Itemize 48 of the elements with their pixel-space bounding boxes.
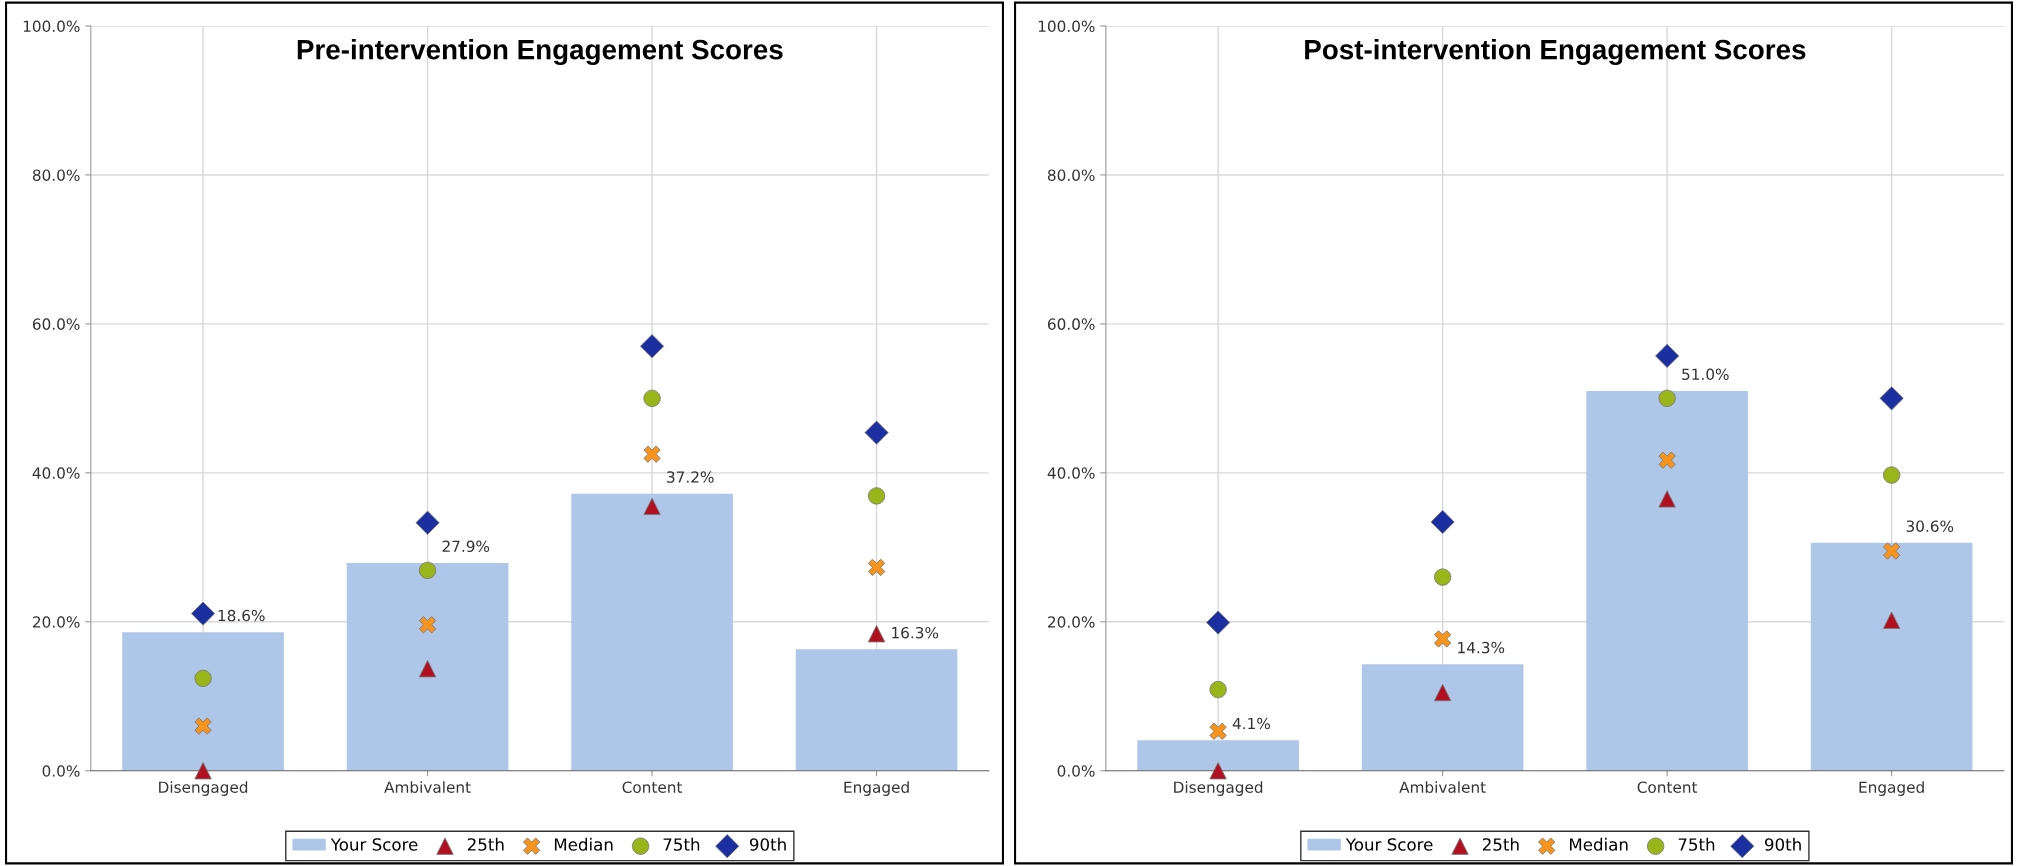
data-label: 18.6% bbox=[218, 609, 265, 622]
bar bbox=[1586, 390, 1748, 771]
legend-label: 25th bbox=[467, 837, 504, 851]
bar bbox=[1137, 740, 1299, 771]
chart-title: Post-intervention Engagement Scores bbox=[1305, 39, 1806, 66]
bar bbox=[122, 632, 284, 771]
y-tick-label: 60.0% bbox=[1047, 318, 1095, 330]
y-tick-label: 100.0% bbox=[1038, 20, 1095, 32]
data-label: 16.3% bbox=[892, 626, 939, 639]
data-label: 4.1% bbox=[1232, 717, 1270, 730]
y-tick-label: 40.0% bbox=[1047, 467, 1095, 479]
legend-label: 75th bbox=[663, 837, 700, 851]
legend-label: Median bbox=[1569, 837, 1628, 851]
y-tick-label: 80.0% bbox=[1047, 169, 1095, 181]
y-tick-label: 100.0% bbox=[23, 20, 80, 32]
legend-label: Your Score bbox=[1345, 838, 1433, 851]
legend-label: Your Score bbox=[330, 838, 418, 851]
chart-title: Pre-intervention Engagement Scores bbox=[297, 39, 783, 66]
bar bbox=[795, 649, 958, 771]
x-tick-label: Disengaged bbox=[159, 781, 248, 796]
x-tick-label: Content bbox=[1637, 781, 1698, 793]
x-tick-label: Ambivalent bbox=[1399, 781, 1486, 793]
bar bbox=[1810, 542, 1973, 771]
x-tick-label: Engaged bbox=[844, 781, 909, 796]
y-tick-label: 40.0% bbox=[32, 467, 80, 479]
x-tick-label: Engaged bbox=[1859, 781, 1924, 796]
x-tick-label: Ambivalent bbox=[384, 781, 471, 793]
y-tick-label: 0.0% bbox=[42, 765, 80, 777]
data-label: 51.0% bbox=[1682, 368, 1729, 381]
y-tick-label: 0.0% bbox=[1057, 765, 1095, 777]
y-tick-label: 20.0% bbox=[32, 616, 80, 628]
bar bbox=[346, 562, 509, 771]
legend-label: 90th bbox=[749, 837, 786, 851]
bar bbox=[1361, 664, 1524, 771]
y-tick-label: 80.0% bbox=[32, 169, 80, 181]
legend-label: 90th bbox=[1764, 837, 1801, 851]
legend-label: Median bbox=[554, 837, 613, 851]
data-label: 27.9% bbox=[442, 540, 490, 553]
y-tick-label: 60.0% bbox=[32, 318, 80, 330]
data-label: 14.3% bbox=[1458, 641, 1505, 654]
legend-label: 25th bbox=[1482, 837, 1519, 851]
x-tick-label: Content bbox=[622, 781, 683, 793]
data-label: 37.2% bbox=[667, 471, 714, 483]
bar bbox=[571, 493, 733, 771]
data-label: 30.6% bbox=[1906, 520, 1954, 532]
x-tick-label: Disengaged bbox=[1174, 781, 1263, 796]
legend-label: 75th bbox=[1678, 837, 1715, 851]
y-tick-label: 20.0% bbox=[1048, 616, 1095, 628]
